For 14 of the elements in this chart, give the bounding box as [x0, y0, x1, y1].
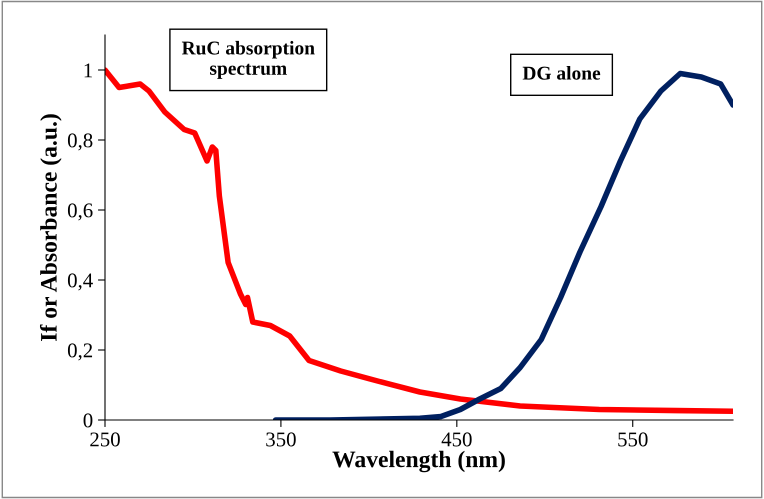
x-tick-label: 250 [90, 432, 120, 446]
x-tick-label: 450 [442, 432, 472, 446]
y-tick-label: 0,6 [68, 203, 93, 220]
x-tick-label: 350 [266, 432, 296, 446]
x-axis-title: Wavelength (nm) [332, 450, 505, 472]
y-tick-label: 0,2 [68, 343, 92, 360]
y-tick-label: 0,8 [68, 133, 92, 150]
annotation: DG alone [522, 66, 600, 80]
y-axis-title: If or Absorbance (a.u.) [40, 114, 62, 341]
annotation: RuC absorption spectrum [182, 40, 315, 79]
y-tick-label: 0,4 [68, 273, 93, 290]
y-tick-label: 1 [84, 63, 92, 78]
x-tick-label: 550 [618, 432, 648, 446]
y-tick-label: 0 [84, 413, 92, 428]
